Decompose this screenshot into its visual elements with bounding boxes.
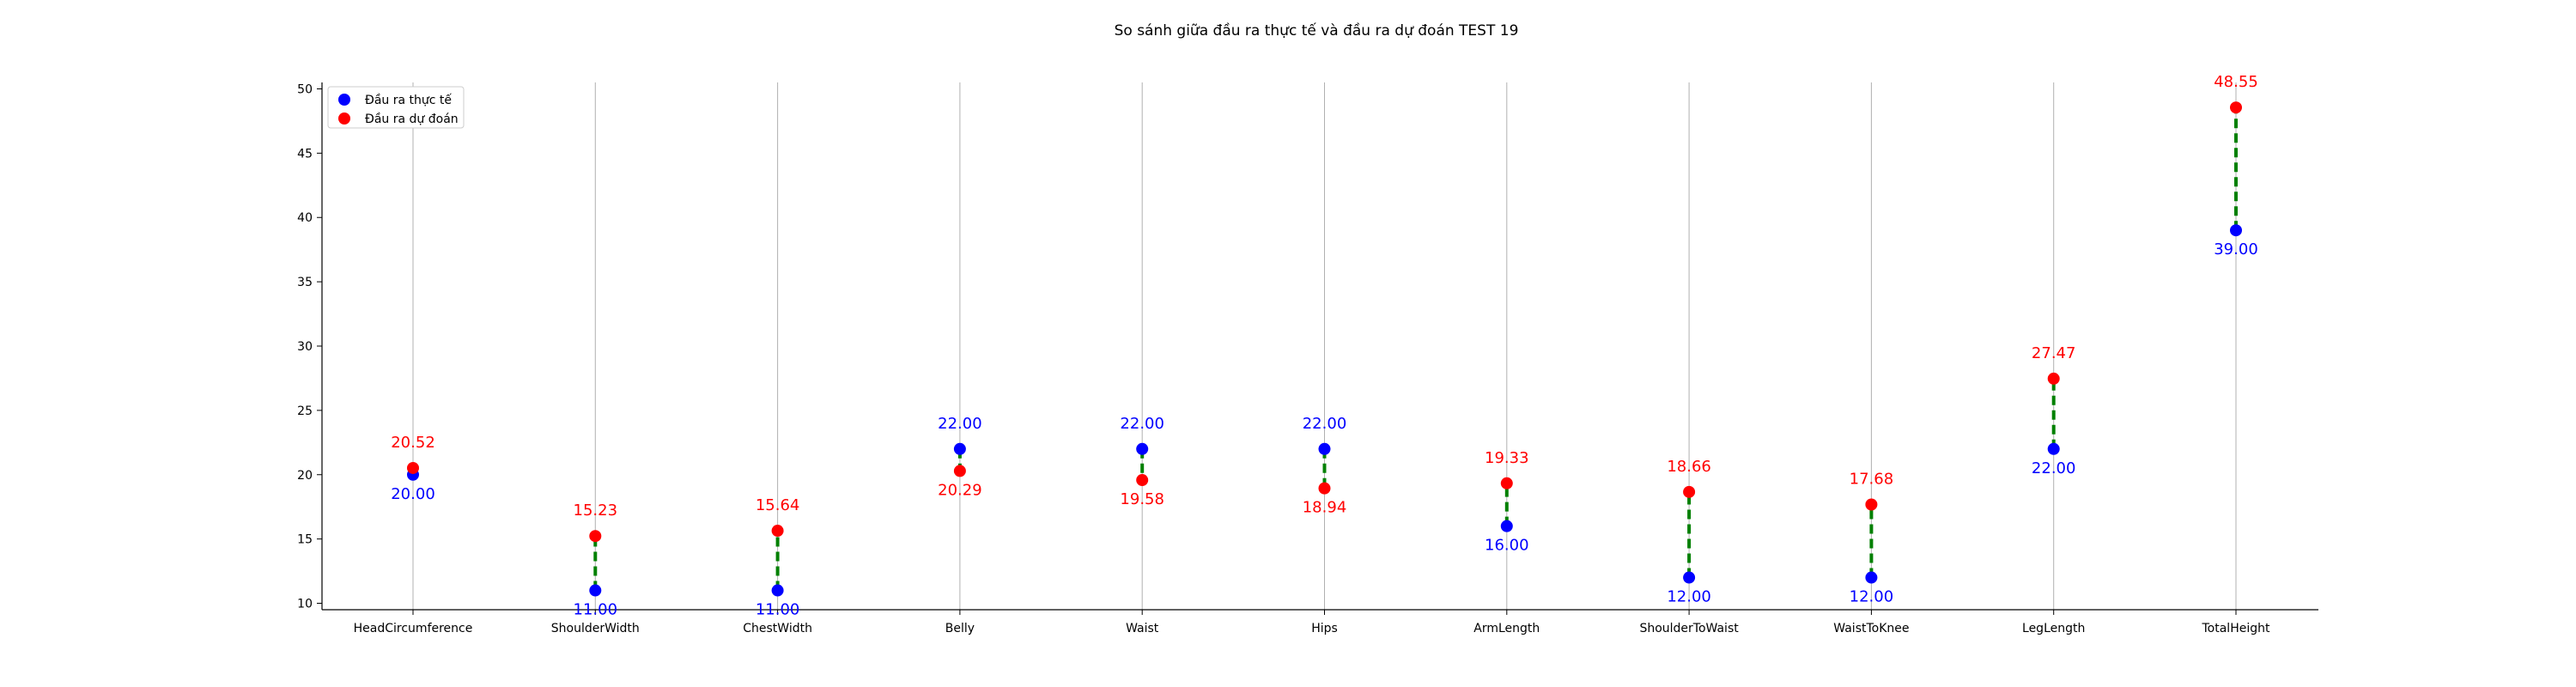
x-tick-label: HeadCircumference <box>354 622 473 635</box>
axes <box>321 82 2318 611</box>
legend-label-predicted: Đầu ra dự đoán <box>365 112 459 126</box>
predicted-point <box>771 525 784 538</box>
x-tick-label: LegLength <box>2022 622 2085 635</box>
y-tick-label: 50 <box>297 82 313 96</box>
y-tick-label: 10 <box>297 598 313 611</box>
predicted-value-label: 20.52 <box>391 434 435 452</box>
predicted-point <box>1500 477 1513 489</box>
predicted-point <box>2230 101 2242 114</box>
actual-value-label: 22.00 <box>2032 459 2076 477</box>
connectors <box>411 107 2238 591</box>
actual-point <box>589 584 602 597</box>
actual-value-label: 22.00 <box>1120 415 1164 433</box>
predicted-point <box>407 461 419 474</box>
x-tick-label: TotalHeight <box>2202 622 2270 635</box>
predicted-value-label: 20.29 <box>938 481 982 499</box>
value-labels: 20.00 20.52 11.00 15.23 11.00 15.64 22.00 20.29… <box>391 73 2258 618</box>
y-tick-label: 30 <box>297 340 313 354</box>
predicted-value-label: 19.58 <box>1120 490 1164 508</box>
predicted-point <box>1865 498 1878 511</box>
predicted-point <box>1318 482 1331 495</box>
legend-label-actual: Đầu ra thực tế <box>365 93 452 107</box>
y-tick-label: 40 <box>297 211 313 225</box>
predicted-value-label: 19.33 <box>1485 449 1529 467</box>
x-ticks: HeadCircumference ShoulderWidth ChestWidth… <box>354 610 2270 635</box>
predicted-value-label: 15.23 <box>574 502 618 520</box>
predicted-point <box>2047 372 2060 385</box>
predicted-point <box>1683 485 1696 498</box>
x-tick-label: ShoulderWidth <box>551 622 640 635</box>
actual-point <box>1318 442 1331 455</box>
chart-title: So sánh giữa đầu ra thực tế và đầu ra dự… <box>1115 21 1519 40</box>
x-tick-label: ShoulderToWaist <box>1639 622 1739 635</box>
x-tick-label: Belly <box>945 622 975 635</box>
x-tick-label: Hips <box>1311 622 1338 635</box>
actual-point <box>1136 442 1149 455</box>
actual-point <box>1500 520 1513 532</box>
actual-value-label: 20.00 <box>391 485 435 503</box>
points <box>407 101 2242 597</box>
actual-point <box>1865 571 1878 584</box>
x-tick-label: Waist <box>1126 622 1159 635</box>
y-tick-label: 45 <box>297 147 313 161</box>
predicted-value-label: 27.47 <box>2032 344 2076 362</box>
x-tick-label: ChestWidth <box>743 622 812 635</box>
actual-value-label: 39.00 <box>2214 240 2258 258</box>
y-tick-label: 20 <box>297 469 313 483</box>
gridlines <box>412 82 2237 610</box>
predicted-value-label: 18.94 <box>1303 499 1347 517</box>
legend: Đầu ra thực tế Đầu ra dự đoán <box>327 86 465 129</box>
x-tick-label: WaistToKnee <box>1833 622 1909 635</box>
actual-point <box>2047 442 2060 455</box>
predicted-value-label: 48.55 <box>2214 73 2258 91</box>
y-tick-label: 25 <box>297 404 313 418</box>
actual-value-label: 16.00 <box>1485 537 1529 555</box>
actual-value-label: 12.00 <box>1850 588 1894 606</box>
legend-marker-actual <box>338 94 350 106</box>
predicted-value-label: 18.66 <box>1667 458 1711 476</box>
predicted-point <box>953 465 966 477</box>
x-tick-label: ArmLength <box>1473 622 1540 635</box>
actual-point <box>2230 224 2242 237</box>
actual-value-label: 22.00 <box>938 415 982 433</box>
y-tick-label: 35 <box>297 276 313 289</box>
actual-value-label: 11.00 <box>756 601 800 619</box>
y-tick-label: 15 <box>297 533 313 547</box>
predicted-point <box>1136 474 1149 487</box>
actual-value-label: 11.00 <box>574 601 618 619</box>
legend-box <box>327 86 465 129</box>
actual-point <box>953 442 966 455</box>
actual-value-label: 22.00 <box>1303 415 1347 433</box>
predicted-value-label: 15.64 <box>756 496 800 514</box>
predicted-point <box>589 530 602 543</box>
actual-point <box>771 584 784 597</box>
actual-value-label: 12.00 <box>1667 588 1711 606</box>
legend-marker-predicted <box>338 112 350 125</box>
predicted-value-label: 17.68 <box>1850 470 1894 488</box>
y-ticks: 10 15 20 25 30 35 40 45 50 <box>297 82 322 611</box>
actual-point <box>1683 571 1696 584</box>
